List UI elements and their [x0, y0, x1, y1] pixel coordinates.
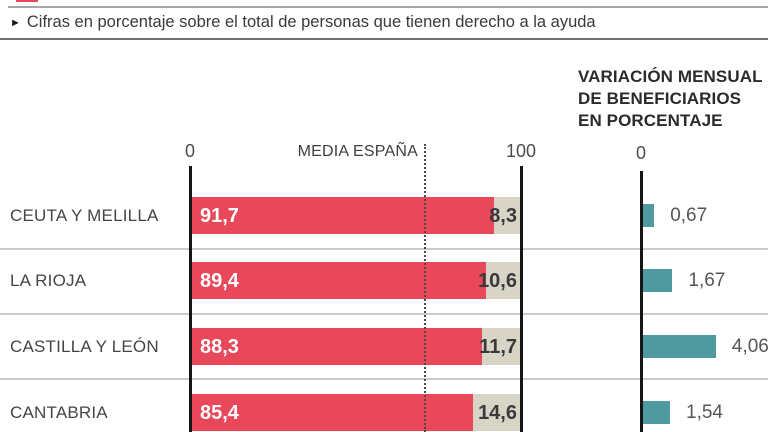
row-separator: [0, 378, 768, 380]
variation-value: 4,06: [731, 336, 768, 357]
chart-subtitle-text: Cifras en porcentaje sobre el total de p…: [26, 13, 596, 31]
triangle-bullet-icon: ►: [10, 16, 21, 29]
variation-value: 1,67: [688, 270, 726, 291]
variation-bar: [642, 335, 716, 358]
axis-line-hundred: [520, 166, 523, 432]
variation-header-line1: VARIACIÓN MENSUAL: [578, 67, 763, 86]
chart-row: CEUTA Y MELILLA 91,7 8,3 0,67: [0, 197, 768, 234]
row-separator: [0, 248, 768, 250]
main-bar-value: 88,3: [200, 336, 239, 358]
variation-value: 1,54: [686, 402, 723, 423]
bar-track: 89,4 10,6: [191, 262, 521, 299]
bar-track: 91,7 8,3: [191, 197, 521, 234]
media-espana-dotted-line: [424, 144, 426, 432]
variation-header: VARIACIÓN MENSUAL DE BENEFICIARIOS EN PO…: [578, 66, 763, 132]
chart-row: LA RIOJA 89,4 10,6 1,67: [0, 262, 768, 299]
remainder-value: 10,6: [478, 270, 517, 292]
chart-subtitle: ► Cifras en porcentaje sobre el total de …: [10, 12, 750, 33]
region-label: CANTABRIA: [10, 403, 108, 422]
bar-track: 88,3 11,7: [191, 328, 521, 365]
main-bar-value: 91,7: [200, 205, 239, 227]
remainder-value: 11,7: [479, 336, 517, 358]
axis-tick-zero: 0: [184, 141, 195, 161]
top-divider: [8, 6, 768, 8]
variation-header-line2: DE BENEFICIARIOS: [578, 89, 742, 108]
variation-axis-tick-zero: 0: [635, 143, 646, 163]
chart-row: CASTILLA Y LEÓN 88,3 11,7 4,06: [0, 328, 768, 365]
cropped-red-mark: [16, 0, 38, 2]
variation-value: 0,67: [670, 205, 708, 226]
axis-line-zero: [189, 166, 192, 432]
bar-track: 85,4 14,6: [191, 394, 521, 431]
main-bar: [191, 197, 494, 234]
variation-bar: [642, 204, 655, 227]
variation-header-line3: EN PORCENTAJE: [578, 111, 723, 130]
variation-bar: [642, 269, 673, 292]
variation-bar: [642, 401, 671, 424]
main-bar-value: 85,4: [200, 402, 239, 424]
remainder-value: 8,3: [489, 205, 517, 227]
axis-tick-hundred: 100: [505, 141, 537, 161]
region-label: LA RIOJA: [10, 271, 87, 290]
region-label: CASTILLA Y LEÓN: [10, 337, 159, 356]
media-espana-label: MEDIA ESPAÑA: [297, 143, 418, 160]
main-bar-value: 89,4: [200, 270, 239, 292]
region-label: CEUTA Y MELILLA: [10, 206, 159, 225]
variation-axis-line: [640, 171, 643, 432]
main-bar: [191, 262, 487, 299]
chart-row: CANTABRIA 85,4 14,6 1,54: [0, 394, 768, 431]
remainder-value: 14,6: [478, 402, 517, 424]
main-bar: [191, 328, 483, 365]
header-divider: [0, 38, 768, 40]
row-separator: [0, 313, 768, 315]
